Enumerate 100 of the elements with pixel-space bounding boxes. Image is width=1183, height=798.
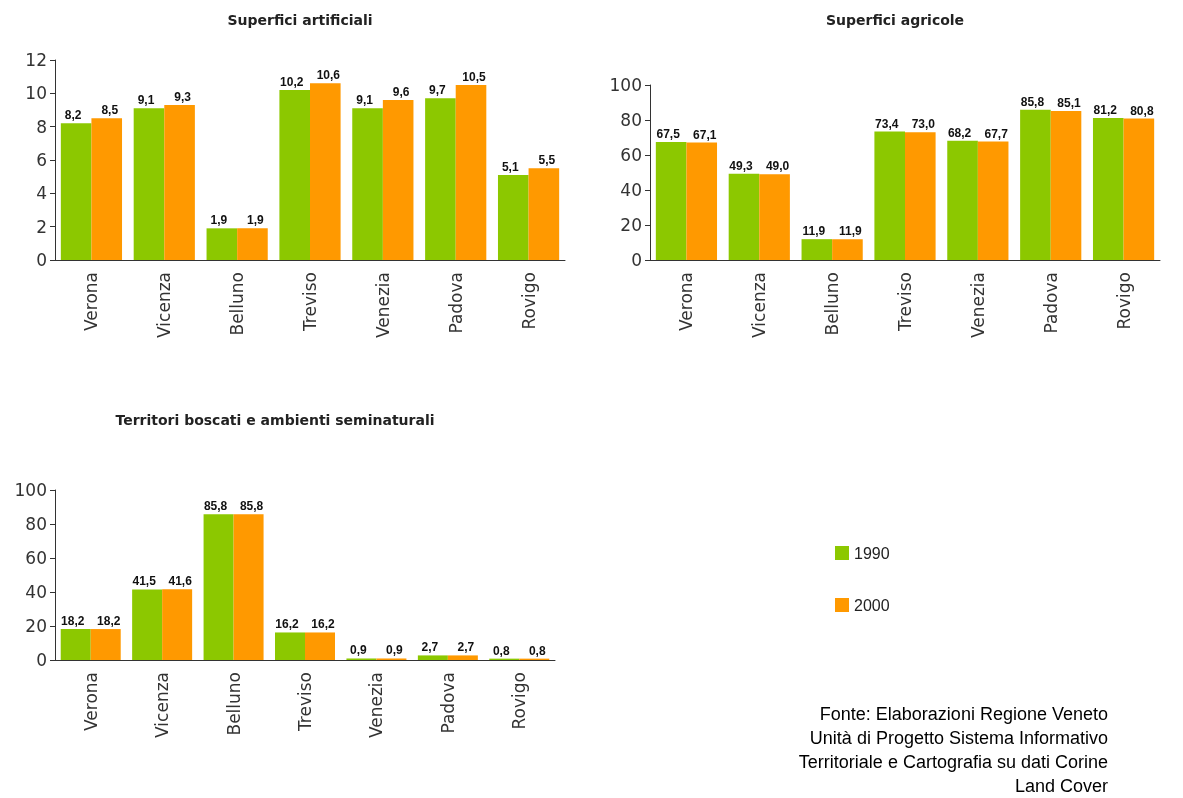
data-label: 85,1 — [1057, 96, 1082, 111]
source-note: Fonte: Elaborazioni Regione Veneto Unità di Progetto Sistema Informativo Territoriale e Cartografia su dati Corine Land Cover — [798, 704, 1108, 796]
data-label: 10,5 — [462, 70, 487, 84]
bar — [352, 108, 383, 260]
y-tick-label: 60 — [25, 548, 47, 568]
y-tick-label: 100 — [14, 480, 47, 500]
bar — [1092, 117, 1124, 260]
x-tick-label: Belluno — [822, 272, 843, 336]
data-label: 85,8 — [1020, 94, 1045, 109]
x-tick-label: Treviso — [895, 272, 915, 333]
bar — [728, 173, 760, 260]
bar — [759, 174, 790, 260]
x-tick-label: Verona — [676, 272, 697, 331]
bar — [133, 108, 165, 260]
data-label: 67,1 — [693, 127, 717, 142]
data-label: 18,2 — [61, 614, 85, 629]
y-tick-label: 0 — [631, 250, 642, 270]
y-tick-label: 0 — [36, 650, 47, 670]
y-tick-label: 80 — [620, 110, 642, 130]
data-label: 9,7 — [429, 83, 447, 98]
y-tick-label: 0 — [36, 250, 47, 270]
data-label: 16,2 — [275, 617, 299, 632]
x-tick-label: Padova — [445, 272, 466, 334]
x-tick-label: Belluno — [227, 272, 248, 336]
data-label: 0,9 — [350, 643, 368, 658]
data-label: 0,8 — [528, 643, 546, 658]
bar — [497, 175, 529, 260]
bar — [203, 514, 234, 660]
y-tick-label: 2 — [36, 216, 47, 237]
bar — [655, 141, 687, 260]
y-tick-label: 60 — [620, 145, 642, 165]
y-tick-label: 20 — [25, 616, 47, 636]
x-tick-label: Verona — [81, 272, 102, 331]
x-tick-label: Venezia — [372, 272, 393, 339]
data-label: 1,9 — [210, 213, 228, 228]
bar — [91, 118, 123, 260]
data-label: 41,5 — [132, 574, 157, 589]
x-tick-label: Treviso — [300, 272, 320, 333]
bar — [977, 141, 1009, 260]
bar — [905, 132, 936, 260]
bar — [528, 168, 560, 260]
bar — [947, 140, 978, 260]
data-label: 9,1 — [137, 93, 155, 108]
data-label: 73,0 — [911, 117, 936, 132]
chart-title: Superfici agricole — [825, 12, 965, 28]
data-label: 85,8 — [239, 499, 264, 514]
data-label: 0,8 — [492, 643, 510, 658]
data-label: 9,1 — [356, 93, 374, 108]
data-label: 10,2 — [280, 75, 304, 89]
legend-label: 2000 — [854, 596, 890, 614]
data-label: 16,2 — [311, 617, 335, 632]
data-label: 80,8 — [1130, 103, 1154, 118]
y-tick-label: 80 — [25, 514, 47, 534]
bar — [425, 98, 456, 260]
x-tick-label: Vicenza — [152, 672, 173, 738]
legend-label: 1990 — [854, 544, 890, 562]
y-tick-label: 6 — [36, 150, 47, 170]
bar — [686, 142, 718, 260]
y-tick-label: 8 — [36, 116, 47, 137]
y-tick-label: 4 — [36, 183, 47, 204]
bar — [60, 629, 91, 660]
bar — [455, 85, 487, 260]
data-label: 9,3 — [174, 90, 192, 104]
bar — [874, 131, 905, 260]
data-label: 2,7 — [457, 640, 475, 655]
bar — [164, 105, 195, 260]
data-label: 8,2 — [64, 108, 82, 123]
bar — [417, 655, 448, 660]
bar — [162, 589, 193, 660]
x-tick-label: Padova — [1040, 272, 1061, 334]
data-label: 67,7 — [984, 126, 1009, 141]
data-label: 11,9 — [839, 224, 863, 239]
bar — [206, 228, 238, 260]
x-tick-label: Vicenza — [749, 272, 770, 338]
y-tick-label: 40 — [25, 582, 47, 602]
bar — [1050, 111, 1082, 260]
bar — [801, 239, 833, 260]
bar — [237, 228, 268, 260]
data-label: 10,6 — [316, 68, 341, 83]
y-tick-label: 100 — [609, 75, 642, 95]
bar — [382, 100, 414, 260]
y-tick-label: 20 — [620, 215, 642, 235]
bar — [233, 514, 264, 660]
x-tick-label: Belluno — [223, 672, 244, 736]
data-label: 73,4 — [875, 116, 899, 131]
data-label: 49,0 — [765, 159, 790, 174]
x-tick-label: Rovigo — [518, 272, 539, 330]
bar — [1020, 109, 1051, 260]
bar — [832, 239, 863, 260]
y-tick-label: 40 — [620, 180, 642, 200]
data-label: 68,2 — [947, 125, 972, 140]
bar — [132, 589, 163, 660]
x-tick-label: Treviso — [295, 672, 315, 733]
x-tick-label: Verona — [80, 672, 101, 731]
data-label: 5,1 — [501, 160, 519, 174]
bar — [1123, 118, 1155, 260]
bar — [275, 632, 305, 660]
x-tick-label: Venezia — [366, 672, 387, 739]
data-label: 11,9 — [802, 224, 826, 239]
data-label: 2,7 — [421, 640, 439, 655]
